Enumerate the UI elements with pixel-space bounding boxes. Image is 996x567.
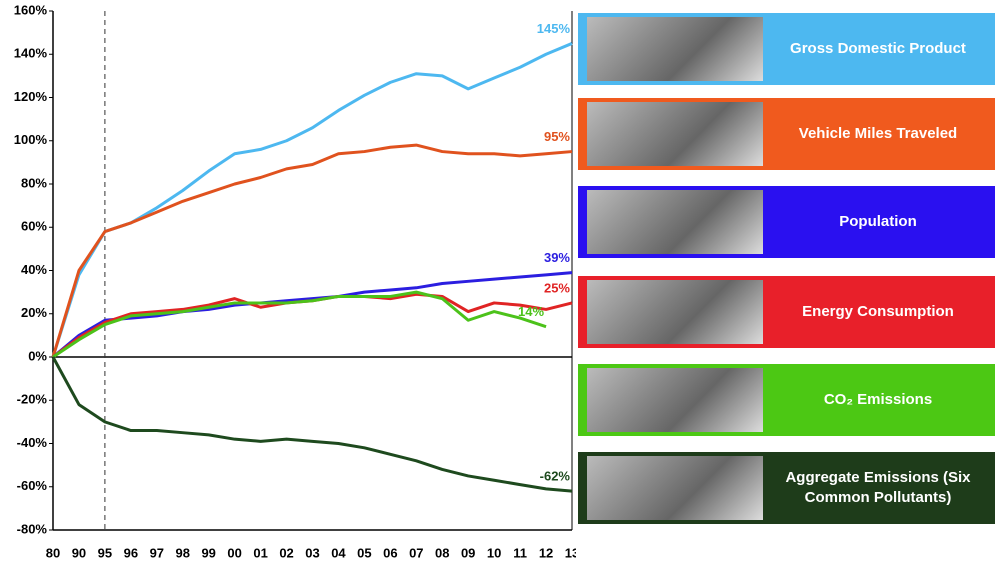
y-tick-label: -20% xyxy=(17,392,48,407)
legend-label: Population xyxy=(839,213,917,230)
y-tick-label: -80% xyxy=(17,521,48,536)
legend-label: CO₂ Emissions xyxy=(823,391,933,408)
x-tick-label: 95 xyxy=(98,545,112,560)
x-tick-label: 90 xyxy=(72,545,86,560)
x-tick-label: 06 xyxy=(383,545,397,560)
x-tick-label: 07 xyxy=(409,545,423,560)
series-line xyxy=(51,143,573,358)
legend-item: Population xyxy=(578,186,995,258)
legend-photo xyxy=(587,17,763,81)
legend-photo xyxy=(587,368,763,432)
y-tick-label: 0% xyxy=(28,348,47,363)
x-tick-label: 96 xyxy=(124,545,138,560)
y-tick-label: 140% xyxy=(14,46,48,61)
y-tick-label: -40% xyxy=(17,435,48,450)
legend-item: Vehicle Miles Traveled xyxy=(578,98,995,170)
legend-photo xyxy=(587,280,763,344)
legend-photo xyxy=(587,190,763,254)
x-tick-label: 04 xyxy=(331,545,346,560)
chart: -80% -60% -40% -20% 0% 20% 40% 60% 80% 100% 120% 14… xyxy=(14,2,576,560)
y-tick-label: 40% xyxy=(21,262,47,277)
y-tick-label: 20% xyxy=(21,305,47,320)
x-tick-label: 01 xyxy=(253,545,267,560)
series-line xyxy=(51,42,573,358)
y-tick-label: 120% xyxy=(14,89,48,104)
y-tick-label: 160% xyxy=(14,2,48,17)
data-label: 25% xyxy=(544,280,570,295)
series-line xyxy=(52,292,573,359)
x-tick-label: 02 xyxy=(279,545,293,560)
data-label: 145% xyxy=(537,21,571,36)
legend-label: Energy Consumption xyxy=(802,303,954,320)
x-tick-label: 13 xyxy=(565,545,576,560)
y-tick-label: -60% xyxy=(17,478,48,493)
series-line xyxy=(52,290,547,359)
legend-photo xyxy=(587,102,763,166)
data-label: 14% xyxy=(518,304,544,319)
x-tick-label: 80 xyxy=(46,545,60,560)
x-tick-label: 11 xyxy=(513,545,527,560)
series-line xyxy=(52,271,573,359)
x-tick-label: 03 xyxy=(305,545,319,560)
x-tick-label: 99 xyxy=(201,545,215,560)
legend-item: Energy Consumption xyxy=(578,276,995,348)
data-label: -62% xyxy=(540,469,571,484)
x-tick-label: 00 xyxy=(227,545,241,560)
legend-item: CO₂ Emissions xyxy=(578,364,995,436)
x-tick-label: 09 xyxy=(461,545,475,560)
x-tick-label: 98 xyxy=(176,545,190,560)
y-tick-label: 80% xyxy=(21,175,47,190)
legend-label: Vehicle Miles Traveled xyxy=(798,125,958,142)
legend-item: Gross Domestic Product xyxy=(578,13,995,85)
x-tick-label: 12 xyxy=(539,545,553,560)
x-tick-label: 08 xyxy=(435,545,449,560)
data-label: 39% xyxy=(544,250,570,265)
data-label: 95% xyxy=(544,129,570,144)
legend-label: Aggregate Emissions (Six Common Pollutan… xyxy=(785,469,971,506)
x-tick-label: 10 xyxy=(487,545,501,560)
y-tick-label: 60% xyxy=(21,219,47,234)
x-tick-label: 97 xyxy=(150,545,164,560)
legend-photo xyxy=(587,456,763,520)
x-tick-label: 05 xyxy=(357,545,371,560)
legend-item: Aggregate Emissions (Six Common Pollutan… xyxy=(578,452,995,524)
series-line xyxy=(51,356,573,493)
legend-label: Gross Domestic Product xyxy=(790,40,966,57)
y-tick-label: 100% xyxy=(14,132,48,147)
